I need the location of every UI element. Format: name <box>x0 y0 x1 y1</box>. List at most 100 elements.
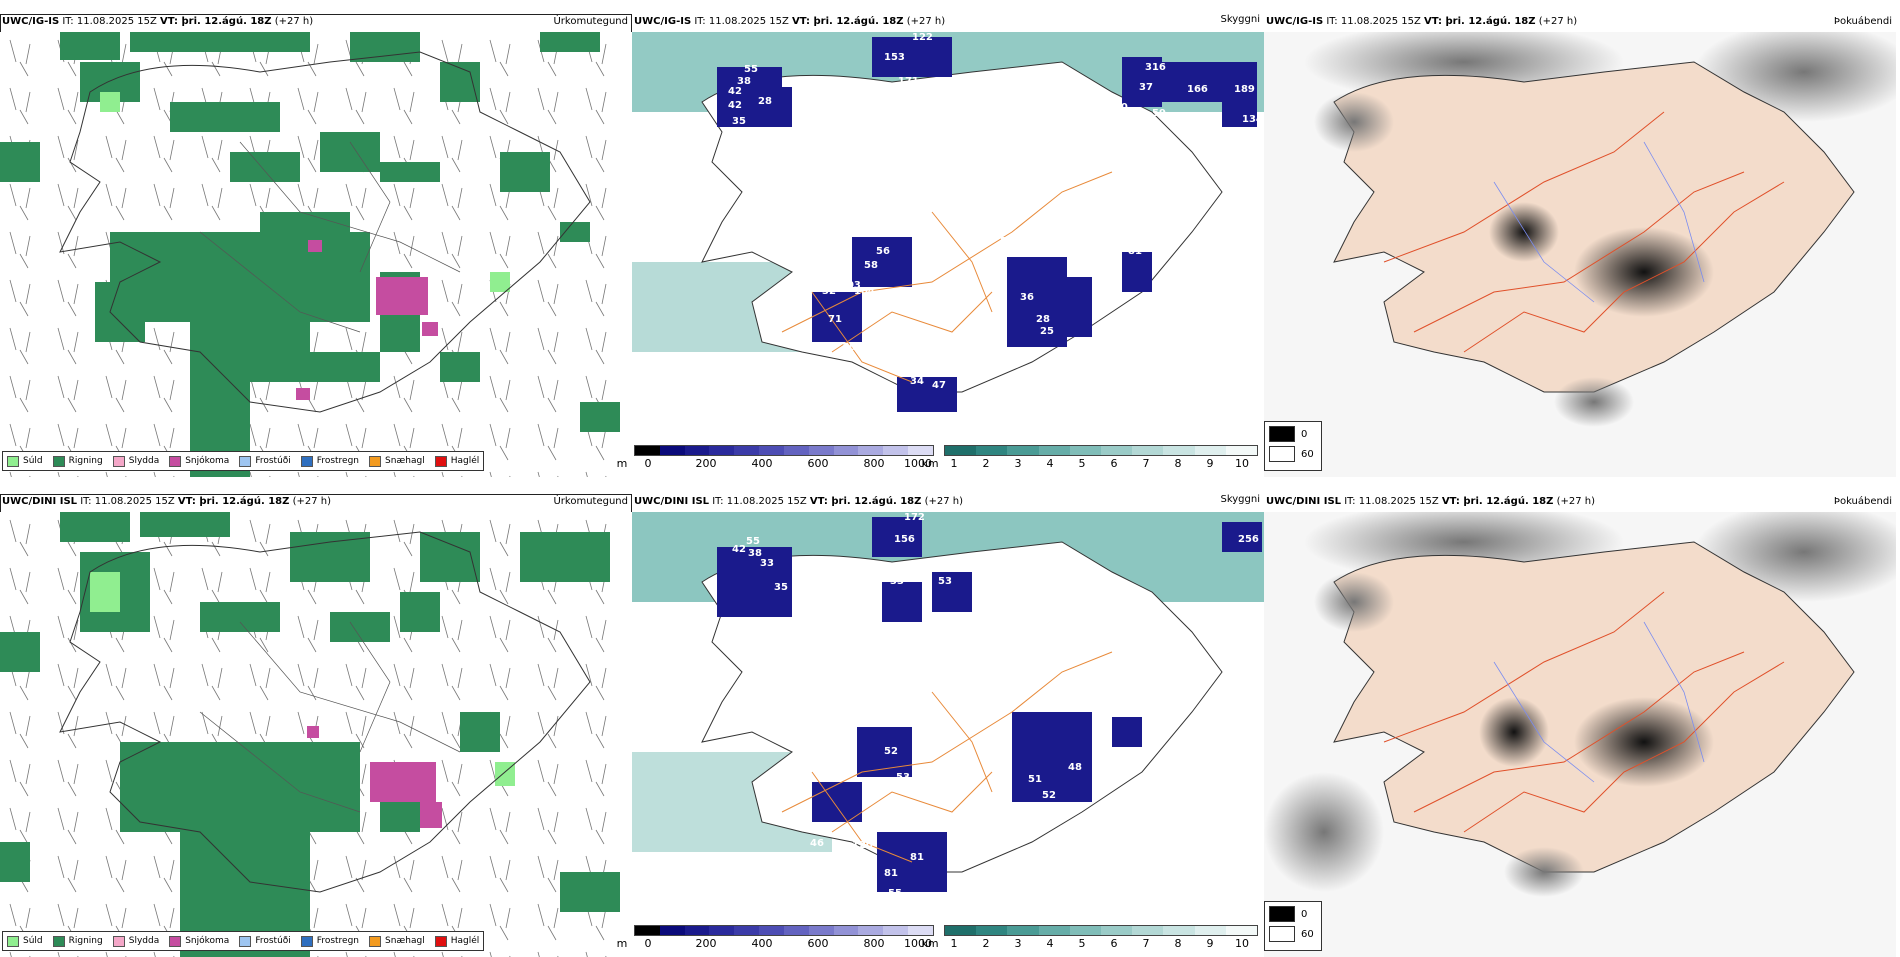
colorbar-segment <box>734 446 760 455</box>
legend-item: Snjókoma <box>169 935 229 947</box>
precip-map[interactable] <box>0 512 632 957</box>
colorbar-tick: 600 <box>807 937 829 950</box>
legend-swatch <box>112 935 125 947</box>
lead-time: (+27 h) <box>921 496 963 507</box>
fog-map[interactable] <box>1264 32 1896 477</box>
visibility-value-label: 53 <box>896 772 910 783</box>
colorbar-km-bar <box>944 925 1258 936</box>
visibility-value-label: 25 <box>1040 326 1054 337</box>
colorbar-m-unit: m <box>616 457 628 470</box>
colorbar-segment <box>635 446 660 455</box>
visibility-value-label: 65 <box>928 242 942 253</box>
init-time: IT: 11.08.2025 15Z <box>1323 16 1425 27</box>
fog-legend-min: 60 <box>1301 928 1314 940</box>
colorbar-segment <box>709 926 735 935</box>
legend-item: Slydda <box>112 935 159 947</box>
visibility-value-label: 81 <box>884 868 898 879</box>
colorbar-segment <box>1007 446 1039 455</box>
colorbar-tick: 400 <box>751 937 773 950</box>
fog-panel-dini: UWC/DINI ISL IT: 11.08.2025 15Z VT: þri.… <box>1264 492 1896 957</box>
fog-index-legend: 0 60 <box>1264 901 1322 951</box>
colorbar-segment <box>858 446 884 455</box>
visibility-map[interactable]: 153 171 122 55 38 42 42 35 28 854 316 37 166 189 59 134… <box>632 32 1264 477</box>
model-name: UWC/IG-IS <box>634 16 692 27</box>
visibility-value-label: 36 <box>1020 292 1034 303</box>
model-name: UWC/DINI ISL <box>1266 496 1342 507</box>
visibility-value-label: 122 <box>912 32 933 43</box>
visibility-colorbar-m: m 0 200 400 600 800 1000 <box>617 445 934 471</box>
legend-swatch <box>7 935 19 947</box>
lead-time: (+27 h) <box>1535 16 1578 27</box>
colorbar-segment <box>1163 926 1195 935</box>
colorbar-tick: 7 <box>1142 937 1150 950</box>
colorbar-segment <box>1007 926 1039 935</box>
colorbar-segment <box>1038 926 1070 935</box>
panel-title: Þokuábendi <box>1833 16 1892 27</box>
colorbar-segment <box>734 926 760 935</box>
visibility-value-label: 55 <box>746 536 760 547</box>
colorbar-tick: 10 <box>1235 937 1249 950</box>
visibility-value-label: 134 <box>1242 114 1263 125</box>
visibility-panel-dini: UWC/DINI ISL IT: 11.08.2025 15Z VT: þri.… <box>617 492 1264 957</box>
visibility-value-label: 189 <box>1234 84 1255 95</box>
colorbar-tick: 1 <box>950 937 958 950</box>
colorbar-tick: 5 <box>1078 457 1086 470</box>
colorbar-segment <box>833 446 859 455</box>
visibility-value-label: 740 <box>1107 102 1128 113</box>
colorbar-tick: 200 <box>695 457 717 470</box>
colorbar-segment <box>833 926 859 935</box>
colorbar-tick: 6 <box>1110 457 1118 470</box>
visibility-value-label: 81 <box>910 852 924 863</box>
colorbar-segment <box>976 926 1008 935</box>
visibility-value-label: 42 <box>728 100 742 111</box>
fog-map[interactable] <box>1264 512 1896 957</box>
model-name: UWC/DINI ISL <box>2 496 78 507</box>
legend-item: Frostúði <box>239 455 291 467</box>
colorbar-segment <box>1069 446 1102 455</box>
colorbar-segment <box>883 926 909 935</box>
colorbar-segment <box>1163 446 1195 455</box>
precip-panel-igis: UWC/IG-IS IT: 11.08.2025 15Z VT: þri. 12… <box>0 12 632 477</box>
visibility-value-label: 153 <box>884 52 905 63</box>
visibility-value-label: 38 <box>748 548 762 559</box>
colorbar-tick: 1 <box>950 457 958 470</box>
visibility-value-label: 28 <box>1036 314 1050 325</box>
visibility-value-label: 166 <box>1187 84 1208 95</box>
init-time: IT: 11.08.2025 15Z <box>77 496 178 507</box>
legend-swatch <box>1269 426 1295 442</box>
colorbar-segment <box>976 446 1008 455</box>
colorbar-segment <box>684 446 710 455</box>
legend-item: Snæhagl <box>369 935 425 947</box>
lead-time: (+27 h) <box>271 16 314 27</box>
panel-title: Úrkomutegund <box>553 496 628 507</box>
colorbar-tick: 8 <box>1174 937 1182 950</box>
visibility-value-label: 58 <box>864 260 878 271</box>
visibility-value-label: 42 <box>728 86 742 97</box>
visibility-value-label: 28 <box>758 96 772 107</box>
valid-time: VT: þri. 12.ágú. 18Z <box>177 496 290 507</box>
valid-time: VT: þri. 12.ágú. 18Z <box>1424 16 1536 27</box>
colorbar-tick: 4 <box>1046 457 1054 470</box>
colorbar-tick: 2 <box>982 937 990 950</box>
colorbar-segment <box>783 446 809 455</box>
visibility-value-label: 48 <box>1068 762 1082 773</box>
lead-time: (+27 h) <box>903 16 946 27</box>
precip-type-legend: Súld Rigning Slydda Snjókoma Frostúði Fr… <box>2 931 485 951</box>
precip-panel-dini: UWC/DINI ISL IT: 11.08.2025 15Z VT: þri.… <box>0 492 632 957</box>
visibility-value-label: 56 <box>876 246 890 257</box>
legend-item: Frostregn <box>300 455 359 467</box>
colorbar-segment <box>858 926 884 935</box>
precip-map[interactable] <box>0 32 632 477</box>
visibility-value-label: 82 <box>1000 236 1014 247</box>
legend-item: Frostúði <box>239 935 291 947</box>
visibility-value-label: 55 <box>744 64 758 75</box>
legend-item: Frostregn <box>300 935 359 947</box>
visibility-map[interactable]: 172 156 256 55 42 38 33 35 33 53 52 53 51 52 48 27 126 81… <box>632 512 1264 957</box>
colorbar-tick: 0 <box>644 457 652 470</box>
fog-legend-max: 0 <box>1301 428 1308 440</box>
colorbar-km-bar <box>944 445 1258 456</box>
visibility-value-label: 35 <box>774 582 788 593</box>
fog-legend-max: 0 <box>1301 908 1308 920</box>
legend-swatch <box>369 935 382 947</box>
valid-time: VT: þri. 12.ágú. 18Z <box>160 16 272 27</box>
